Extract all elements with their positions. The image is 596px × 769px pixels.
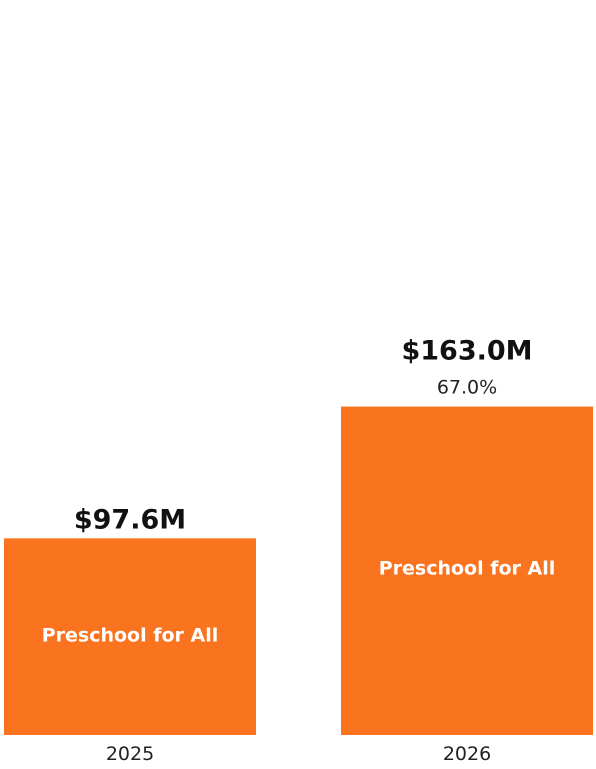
bar-series-label-2026: Preschool for All <box>379 557 556 579</box>
bar-2025 <box>4 538 256 735</box>
value-label-2025: $97.6M <box>74 504 186 535</box>
change-label-2026: 67.0% <box>437 377 497 399</box>
x-tick-label-2026: 2026 <box>443 743 491 765</box>
bar-series-label-2025: Preschool for All <box>42 625 219 647</box>
value-label-2026: $163.0M <box>401 336 532 367</box>
bar-2026 <box>341 406 593 735</box>
x-tick-label-2025: 2025 <box>106 743 154 765</box>
